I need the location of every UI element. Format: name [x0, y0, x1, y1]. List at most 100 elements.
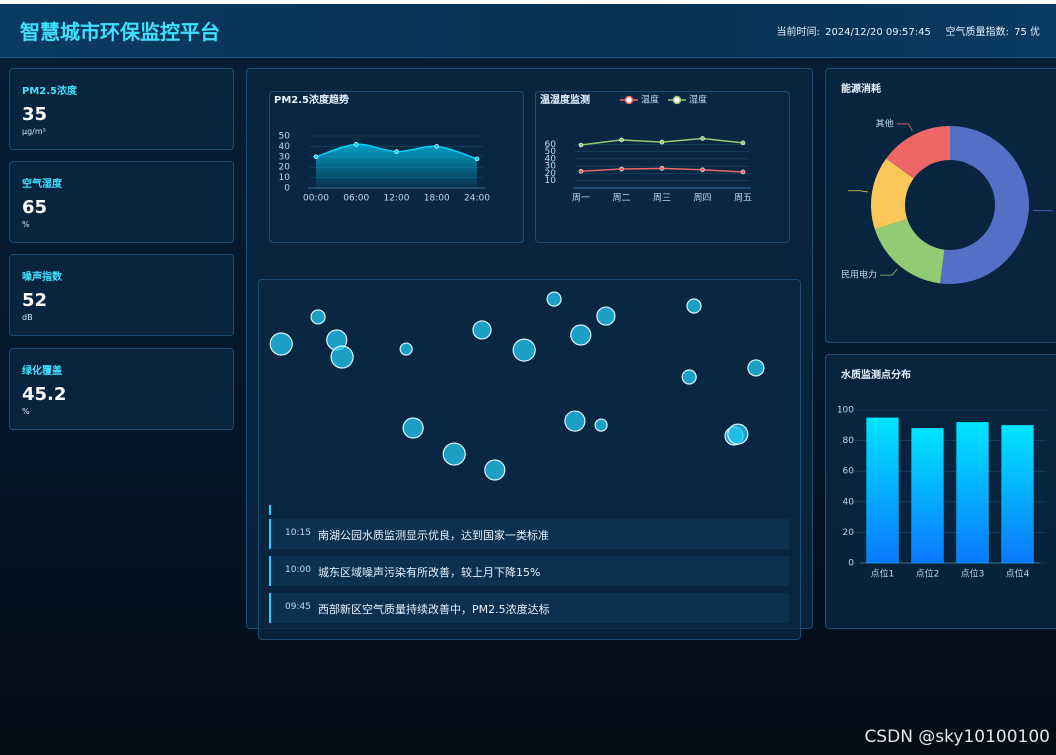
donut-slice: [886, 126, 950, 179]
bubble: [686, 298, 702, 314]
alert-text: 城东区域噪声污染有所改善，较上月下降15%: [318, 566, 541, 579]
x-tick-label: 12:00: [384, 194, 410, 204]
aqi: 75 优: [1014, 27, 1040, 38]
point: [434, 144, 440, 149]
x-tick-label: 周二: [612, 193, 630, 204]
y-tick-label: 60: [545, 140, 557, 150]
y-tick-label: 40: [545, 154, 557, 164]
top-strip: [0, 0, 1056, 4]
stat-card: PM2.5浓度 35 μg/m³: [9, 68, 234, 150]
bubble: [596, 306, 616, 326]
bubble: [570, 324, 592, 346]
donut-slice: [874, 218, 945, 284]
slice-label: 民用电力: [841, 269, 877, 281]
x-tick-label: 周五: [734, 193, 752, 204]
donut-slice: [940, 126, 1029, 284]
x-tick-label: 周四: [693, 193, 711, 204]
point: [353, 142, 359, 147]
bubble: [472, 320, 492, 340]
x-tick-label: 点位1: [871, 568, 895, 580]
watermark: CSDN @sky10100100: [864, 727, 1050, 747]
bubble: [399, 342, 413, 356]
bubble: [330, 345, 354, 369]
legend-label: 湿度: [689, 94, 707, 106]
stat-card: 绿化覆盖 45.2%: [9, 348, 234, 430]
x-tick-label: 06:00: [343, 194, 369, 204]
x-tick-label: 00:00: [303, 194, 329, 204]
point: [619, 166, 624, 172]
leader-line: [1032, 209, 1053, 212]
area: [316, 144, 477, 188]
point: [659, 166, 665, 171]
y-tick-label: 10: [279, 173, 291, 183]
bubble: [546, 291, 562, 307]
card-value: 65: [22, 197, 48, 218]
y-tick-label: 10: [545, 176, 557, 186]
point: [619, 137, 624, 143]
card-unit: %: [22, 220, 30, 229]
y-tick-label: 20: [843, 528, 855, 538]
y-tick-label: 20: [545, 169, 557, 179]
x-tick-label: 24:00: [464, 194, 490, 204]
chart-title: 水质监测点分布: [840, 368, 911, 381]
stat-card: 噪声指数 52 dB: [9, 254, 234, 336]
y-tick-label: 40: [279, 142, 291, 152]
y-tick-label: 50: [545, 147, 557, 157]
legend-label: 温度: [641, 94, 659, 106]
y-tick-label: 20: [279, 163, 291, 173]
alert-text: 南湖公园水质监测显示优良，达到国家一类标准: [318, 529, 549, 542]
bubble: [269, 332, 293, 356]
x-tick-label: 周一: [572, 193, 590, 204]
y-tick-label: 50: [279, 132, 291, 142]
bubble: [442, 442, 466, 466]
y-tick-label: 80: [843, 436, 855, 446]
donut-slice: [870, 158, 914, 230]
bubble: [681, 369, 697, 385]
point: [700, 136, 705, 141]
header: [0, 4, 1056, 58]
point: [578, 142, 584, 148]
x-tick-label: 点位2: [916, 568, 940, 580]
leader-line: [848, 190, 869, 193]
stat-card: 空气湿度 65%: [9, 161, 234, 243]
bar: [1001, 425, 1034, 564]
chart-title: 温湿度监测: [540, 93, 590, 106]
point: [394, 149, 399, 154]
alert-item: 10:00 城东区域噪声污染有所改善，较上月下降15%: [269, 556, 789, 586]
card-label: 空气湿度: [22, 179, 62, 190]
time: 2024/12/20 09:57:45: [825, 27, 931, 38]
point: [700, 167, 705, 173]
bubble: [747, 359, 765, 377]
bar: [911, 428, 944, 564]
time-label: 当前时间:: [776, 27, 820, 38]
alert-time: 10:15: [285, 528, 311, 538]
y-tick-label: 100: [837, 406, 854, 416]
x-tick-label: 点位4: [1006, 568, 1030, 580]
alert-time: 10:00: [285, 565, 311, 575]
card-value: 45.2: [22, 384, 67, 405]
bubble: [564, 410, 586, 432]
slice-label: 其他: [876, 117, 894, 129]
bubble: [512, 338, 536, 362]
leader-line: [896, 123, 913, 132]
x-tick-label: 18:00: [424, 194, 450, 204]
x-tick-label: 周三: [653, 193, 671, 204]
card-unit: μg/m³: [22, 127, 46, 136]
card-unit: dB: [22, 313, 33, 322]
card-value: 52: [22, 290, 48, 311]
page-title: 智慧城市环保监控平台: [20, 20, 220, 44]
alert-text: 西部新区空气质量持续改善中，PM2.5浓度达标: [318, 603, 550, 616]
point: [659, 139, 665, 145]
bar: [956, 422, 989, 564]
y-tick-label: 30: [279, 152, 291, 162]
bar: [866, 417, 899, 564]
point: [474, 156, 480, 162]
alert-item: 10:15 南湖公园水质监测显示优良，达到国家一类标准: [269, 519, 789, 549]
point: [740, 169, 746, 175]
x-tick-label: 点位3: [961, 568, 985, 580]
bubble: [484, 459, 506, 481]
alert-time: 09:45: [285, 602, 311, 612]
y-tick-label: 30: [545, 162, 557, 172]
y-tick-label: 60: [843, 467, 855, 477]
